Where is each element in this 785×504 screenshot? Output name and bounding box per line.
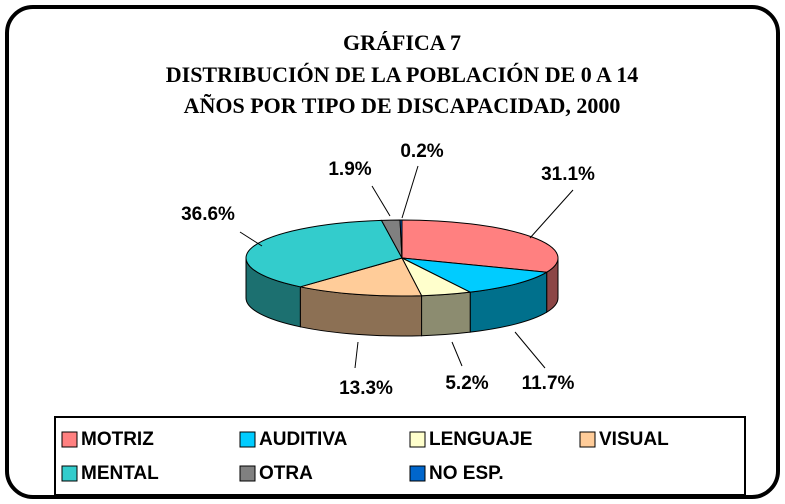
pie-slice [399,219,403,259]
legend-swatch [409,431,426,448]
legend-box [54,416,746,496]
data-label: 0.2% [400,141,443,162]
leader-line [354,341,359,369]
legend-label: AUDITIVA [259,429,348,450]
leader-line [371,185,391,217]
legend-label: NO ESP. [429,463,504,484]
legend-label: VISUAL [599,429,669,450]
legend-swatch [239,431,256,448]
legend-swatch [61,465,78,482]
leader-line [451,341,463,367]
data-label: 36.6% [181,204,235,225]
pie-slice [245,219,403,288]
leader-line [239,231,263,247]
legend-swatch [61,431,78,448]
legend-label: MOTRIZ [81,429,154,450]
chart-title: GRÁFICA 7 [343,30,461,55]
pie-side [421,291,471,337]
pie-slice [401,257,549,293]
data-label: 13.3% [339,378,393,399]
data-label: 5.2% [445,373,488,394]
legend-swatch [239,465,256,482]
data-label: 31.1% [541,164,595,185]
data-label: 11.7% [522,373,575,394]
leader-line [529,189,574,239]
legend-label: OTRA [259,463,313,484]
legend-label: LENGUAJE [429,429,532,450]
chart-subtitle: AÑOS POR TIPO DE DISCAPACIDAD, 2000 [184,93,621,118]
leader-line [514,331,546,369]
legend-label: MENTAL [81,463,159,484]
chart-subtitle: DISTRIBUCIÓN DE LA POBLACIÓN DE 0 A 14 [166,62,638,87]
data-label: 1.9% [328,159,371,180]
leader-line [401,165,419,219]
legend-swatch [579,431,596,448]
legend-swatch [409,465,426,482]
pie-slice [300,257,423,297]
